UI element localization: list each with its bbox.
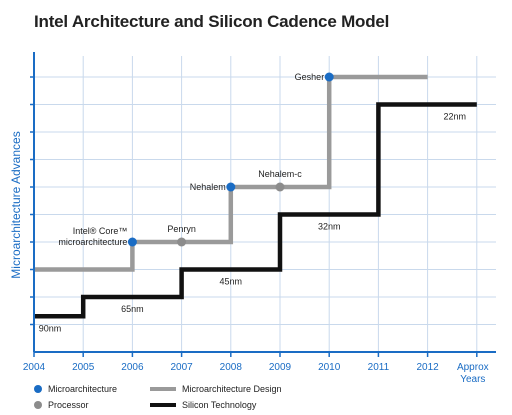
microarchitecture-design-line [34, 74, 428, 272]
silicon-technology-line [34, 102, 477, 319]
milestone-points [127, 72, 334, 247]
milestone-label: Nehalem-c [258, 169, 302, 179]
legend-label: Processor [48, 400, 89, 410]
legend-label: Microarchitecture Design [182, 384, 282, 394]
step-lines [34, 74, 477, 319]
diagram-title: Intel Architecture and Silicon Cadence M… [34, 12, 390, 31]
silicon-node-label: 45nm [220, 277, 243, 287]
x-tick-label: 2005 [72, 362, 95, 373]
x-tick-label: 2007 [170, 362, 193, 373]
x-tick-label: 2008 [220, 362, 243, 373]
legend-dot-icon [34, 401, 42, 409]
milestone-label: Gesher [295, 72, 325, 82]
microarchitecture-point [127, 237, 137, 247]
legend-label: Silicon Technology [182, 400, 257, 410]
milestone-label: Penryn [167, 224, 196, 234]
x-tick-label: 2011 [368, 362, 390, 373]
milestone-label: Nehalem [190, 182, 226, 192]
silicon-node-label: 22nm [444, 112, 467, 122]
x-tick-label-approx: Years [460, 374, 485, 385]
legend-dot-icon [34, 385, 42, 393]
x-tick-label: 2006 [121, 362, 144, 373]
x-tick-label: 2004 [23, 362, 46, 373]
x-tick-label-approx: Approx [457, 362, 489, 373]
microarchitecture-point [324, 72, 334, 82]
y-axis-title: Microarchitecture Advances [9, 131, 23, 278]
silicon-node-label: 90nm [39, 323, 62, 333]
legend-processor: Processor [34, 400, 89, 410]
axes: Microarchitecture Advances 2004 2005 2006 20… [9, 52, 496, 385]
legend-label: Microarchitecture [48, 384, 118, 394]
silicon-node-label: 32nm [318, 222, 341, 232]
x-tick-label: 2009 [269, 362, 292, 373]
processor-point [275, 182, 285, 192]
silicon-node-label: 65nm [121, 304, 144, 314]
legend-line-icon [150, 387, 176, 391]
labels: 90nm 65nm 45nm 32nm 22nm Intel® Core™microarc… [39, 72, 466, 333]
x-tick-label: 2010 [318, 362, 341, 373]
milestone-label: microarchitecture [58, 237, 127, 247]
processor-point [177, 237, 187, 247]
legend-microarchitecture: Microarchitecture [34, 384, 117, 394]
x-tick-label: 2012 [416, 362, 439, 373]
legend-design: Microarchitecture Design [150, 384, 282, 394]
milestone-label: Intel® Core™ [73, 226, 128, 236]
grid [33, 56, 496, 353]
legend-line-icon [150, 403, 176, 407]
microarchitecture-point [226, 182, 236, 192]
legend-silicon: Silicon Technology [150, 400, 256, 410]
